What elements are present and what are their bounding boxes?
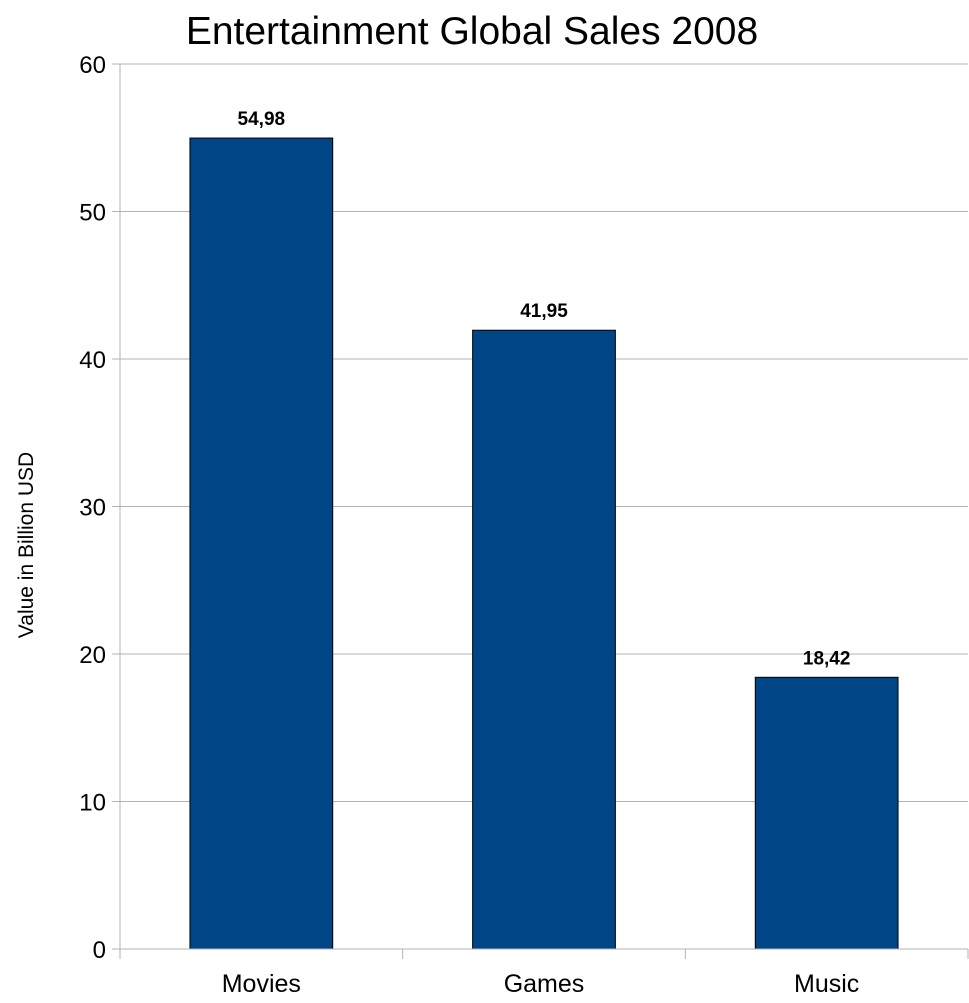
bar-movies bbox=[189, 137, 334, 950]
x-axis-ticks: Movies Games Music bbox=[119, 949, 969, 998]
y-axis-label: Value in Billion USD bbox=[15, 452, 38, 638]
y-axis-ticks: 0 10 20 30 40 50 60 bbox=[79, 52, 120, 964]
chart-title: Entertainment Global Sales 2008 bbox=[186, 10, 758, 53]
data-label: 54,98 bbox=[238, 109, 286, 130]
bar-music bbox=[754, 676, 899, 950]
x-tick-label: Movies bbox=[222, 970, 301, 998]
data-label: 41,95 bbox=[520, 301, 568, 322]
x-tick-label: Games bbox=[504, 970, 585, 998]
y-tick-label: 60 bbox=[79, 52, 106, 79]
bar-games bbox=[472, 329, 616, 950]
y-tick-label: 20 bbox=[79, 642, 106, 669]
bars: 54,98 41,95 18,42 bbox=[189, 109, 899, 950]
y-tick-label: 30 bbox=[79, 495, 106, 522]
axes bbox=[119, 64, 968, 950]
y-tick-label: 40 bbox=[79, 347, 106, 374]
data-label: 18,42 bbox=[803, 648, 851, 669]
y-tick-label: 0 bbox=[93, 937, 106, 964]
x-tick-label: Music bbox=[794, 970, 859, 998]
y-tick-label: 10 bbox=[79, 790, 106, 817]
y-tick-label: 50 bbox=[79, 200, 106, 227]
